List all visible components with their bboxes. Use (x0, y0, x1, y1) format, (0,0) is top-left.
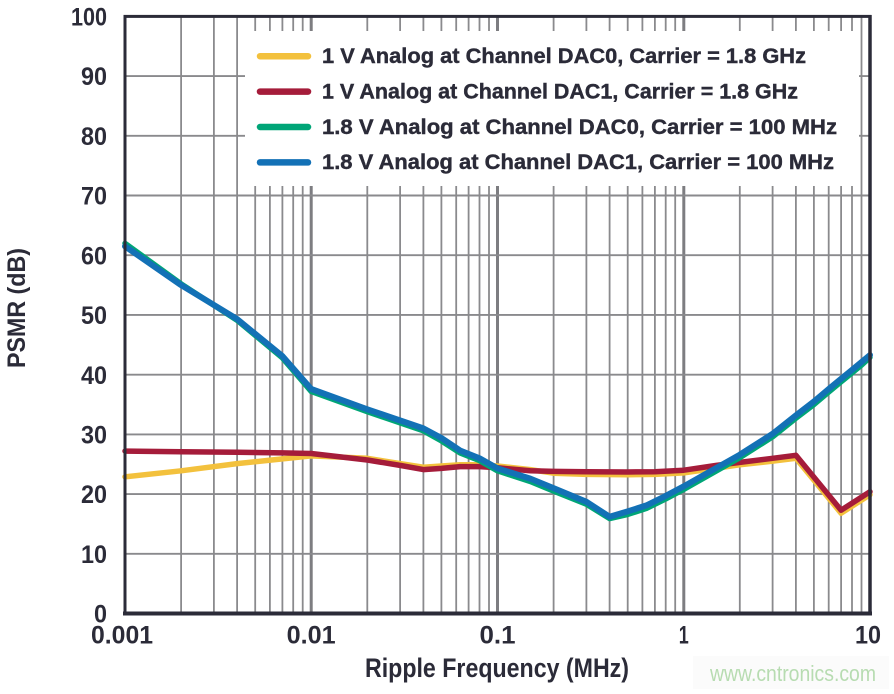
svg-text:1.8 V Analog at Channel DAC0,: 1.8 V Analog at Channel DAC0, Carrier = … (322, 116, 837, 139)
svg-text:1 V Analog at Channel DAC1, Ca: 1 V Analog at Channel DAC1, Carrier = 1.… (322, 80, 798, 103)
svg-text:1: 1 (679, 622, 689, 650)
svg-text:10: 10 (81, 541, 107, 569)
svg-text:20: 20 (81, 481, 107, 509)
svg-text:80: 80 (81, 123, 107, 151)
svg-text:0.1: 0.1 (480, 622, 516, 650)
svg-text:www.cntronics.com: www.cntronics.com (709, 661, 876, 686)
svg-text:0.001: 0.001 (91, 622, 153, 650)
svg-text:60: 60 (81, 242, 107, 270)
svg-text:70: 70 (81, 183, 107, 211)
svg-text:50: 50 (81, 302, 107, 330)
svg-text:90: 90 (81, 63, 107, 91)
svg-text:0: 0 (94, 601, 107, 629)
svg-text:0.01: 0.01 (287, 622, 336, 650)
svg-text:1.8 V Analog at Channel DAC1,: 1.8 V Analog at Channel DAC1, Carrier = … (322, 151, 834, 174)
svg-text:40: 40 (81, 362, 107, 390)
svg-text:30: 30 (81, 422, 107, 450)
svg-text:100: 100 (71, 4, 107, 32)
svg-text:Ripple Frequency (MHz): Ripple Frequency (MHz) (365, 653, 629, 683)
svg-text:PSMR (dB): PSMR (dB) (3, 248, 31, 368)
svg-text:1 V Analog at Channel DAC0, Ca: 1 V Analog at Channel DAC0, Carrier = 1.… (322, 45, 806, 68)
svg-text:10: 10 (855, 622, 881, 650)
